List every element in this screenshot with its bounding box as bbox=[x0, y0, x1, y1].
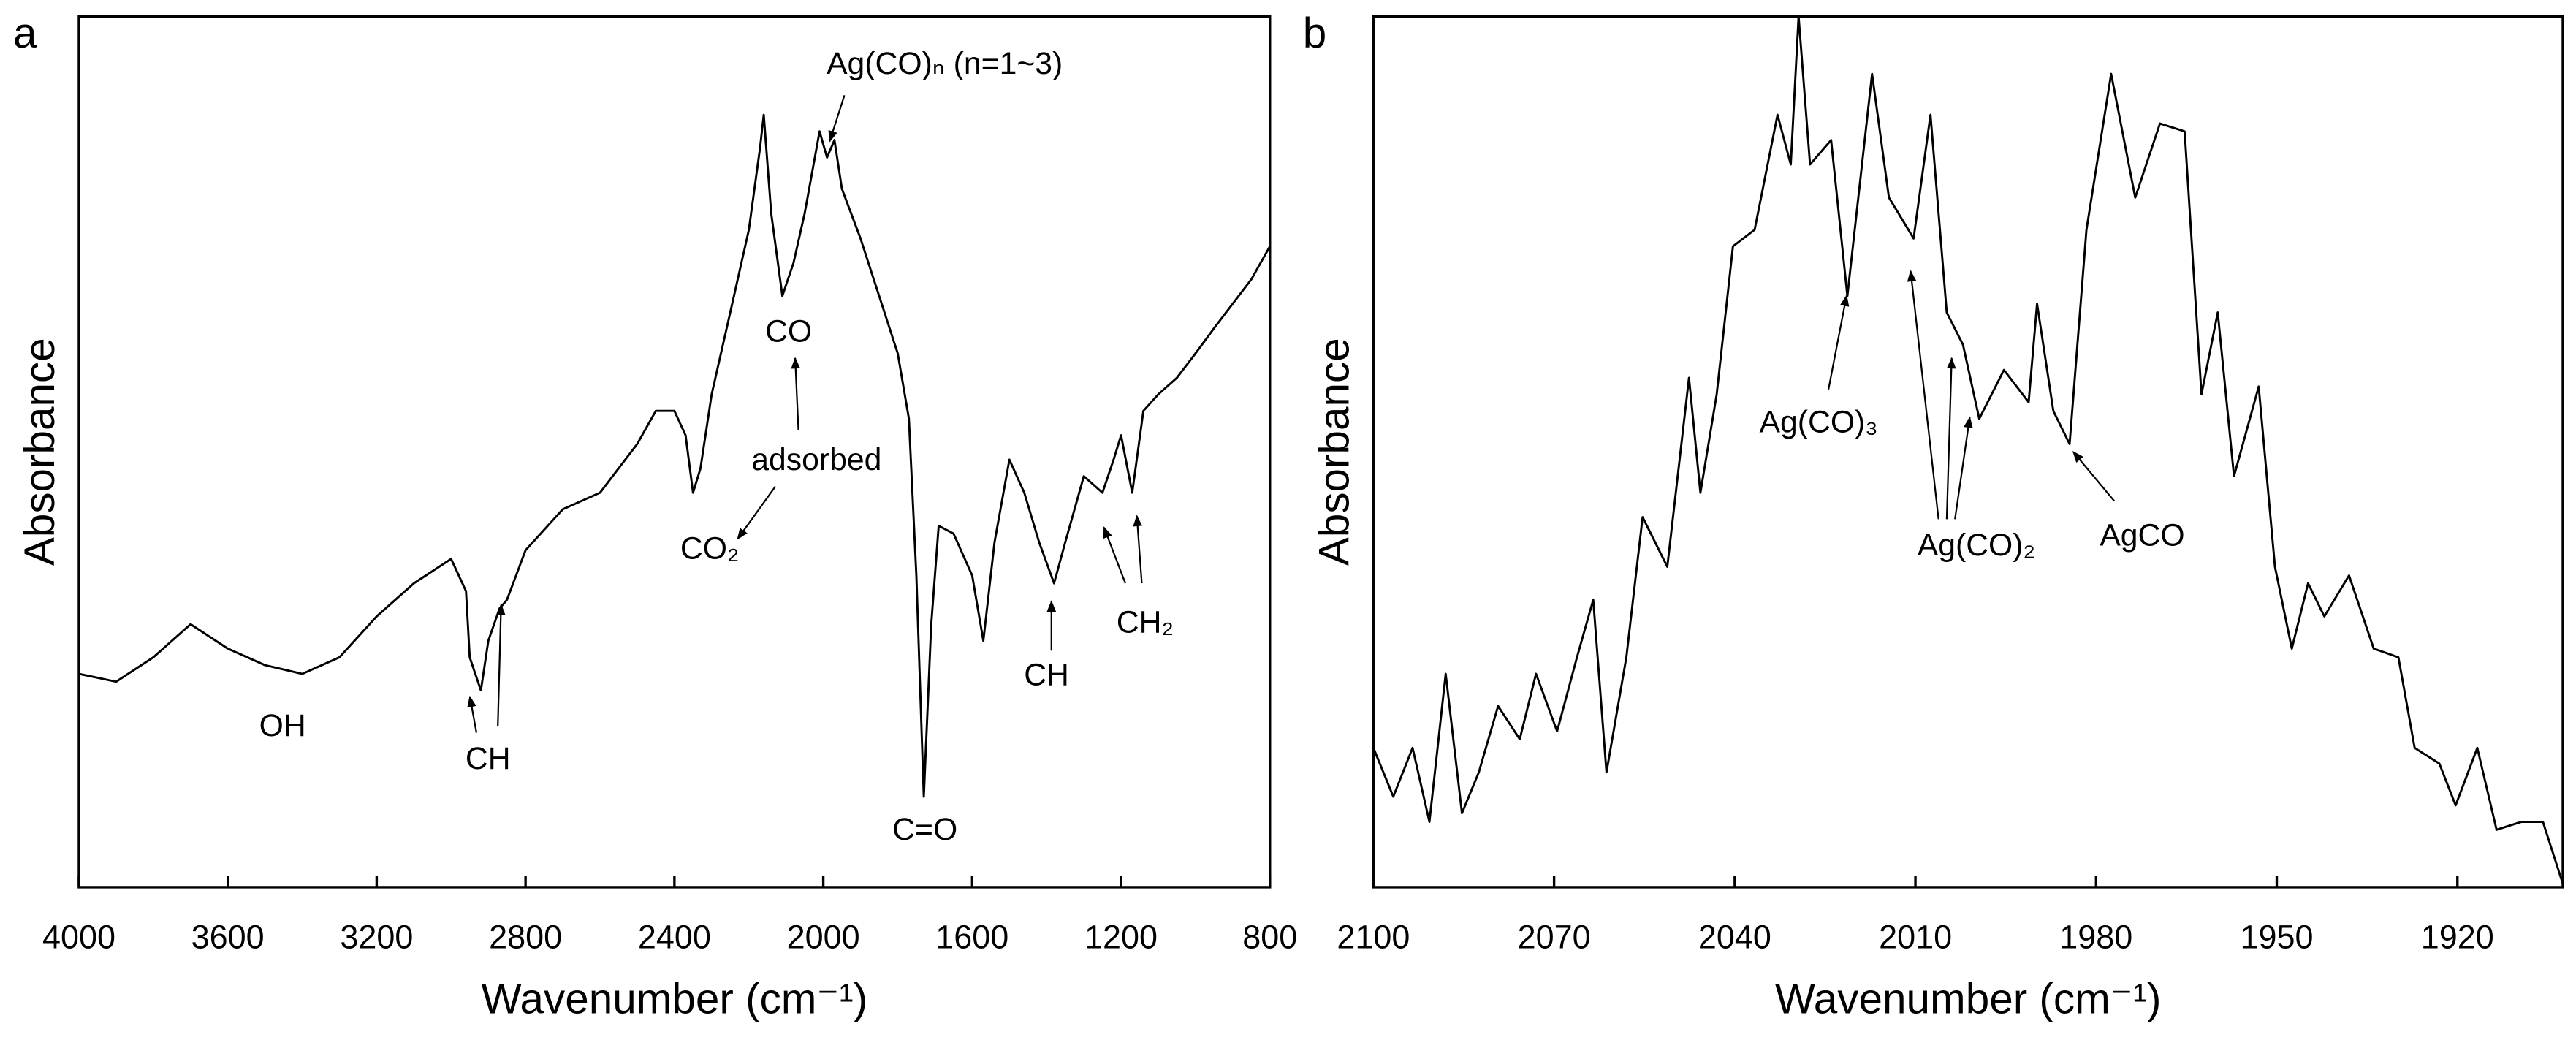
panel-label: a bbox=[13, 10, 37, 57]
arrow bbox=[1133, 515, 1143, 584]
annotation: Ag(CO)₂ bbox=[1918, 528, 2035, 563]
arrow bbox=[828, 95, 846, 143]
annotation: CH bbox=[1024, 657, 1069, 692]
panel-label: b bbox=[1303, 10, 1327, 57]
arrow bbox=[791, 357, 801, 431]
x-tick-label: 3200 bbox=[340, 919, 413, 956]
arrow bbox=[1827, 295, 1850, 390]
x-tick-label: 1600 bbox=[935, 919, 1008, 956]
x-axis-label: Wavenumber (cm⁻¹) bbox=[482, 976, 868, 1023]
spectrum-line bbox=[78, 113, 1272, 798]
arrow bbox=[2072, 450, 2116, 502]
x-tick-label: 2070 bbox=[1518, 919, 1591, 956]
arrow bbox=[1954, 416, 1973, 520]
annotation: CO₂ bbox=[680, 531, 740, 566]
annotation: CH₂ bbox=[1117, 605, 1174, 640]
x-tick-label: 4000 bbox=[42, 919, 115, 956]
x-axis-label: Wavenumber (cm⁻¹) bbox=[1775, 976, 2162, 1023]
annotation: OH bbox=[259, 708, 306, 743]
arrow bbox=[1945, 357, 1956, 520]
y-axis-label: Absorbance bbox=[1310, 338, 1358, 566]
spectrum-line bbox=[1372, 15, 2564, 884]
arrow bbox=[1103, 526, 1126, 584]
x-tick-label: 2800 bbox=[489, 919, 562, 956]
x-tick-label: 2040 bbox=[1698, 919, 1771, 956]
arrow bbox=[1907, 270, 1939, 520]
x-tick-label: 1200 bbox=[1084, 919, 1158, 956]
annotation: CH bbox=[466, 741, 511, 776]
annotation: CO bbox=[765, 314, 812, 349]
arrow bbox=[467, 695, 478, 733]
x-tick-label: 3600 bbox=[191, 919, 265, 956]
arrow bbox=[496, 603, 506, 726]
arrow bbox=[737, 485, 777, 540]
x-tick-label: 1920 bbox=[2421, 919, 2494, 956]
annotation: C=O bbox=[892, 812, 957, 847]
annotation: Ag(CO)ₙ (n=1~3) bbox=[827, 46, 1063, 81]
y-axis-label: Absorbance bbox=[16, 338, 64, 566]
plot-frame bbox=[77, 15, 1272, 889]
annotation: AgCO bbox=[2100, 517, 2184, 553]
x-tick-label: 1980 bbox=[2059, 919, 2132, 956]
annotation: adsorbed bbox=[751, 442, 881, 477]
x-tick-label: 2400 bbox=[638, 919, 711, 956]
x-tick-label: 1950 bbox=[2241, 919, 2314, 956]
x-tick-label: 2000 bbox=[787, 919, 860, 956]
plot-frame bbox=[1372, 15, 2564, 889]
x-tick-label: 2010 bbox=[1879, 919, 1952, 956]
annotation: Ag(CO)₃ bbox=[1760, 404, 1878, 439]
x-tick-label: 800 bbox=[1242, 919, 1297, 956]
x-tick-label: 2100 bbox=[1337, 919, 1410, 956]
